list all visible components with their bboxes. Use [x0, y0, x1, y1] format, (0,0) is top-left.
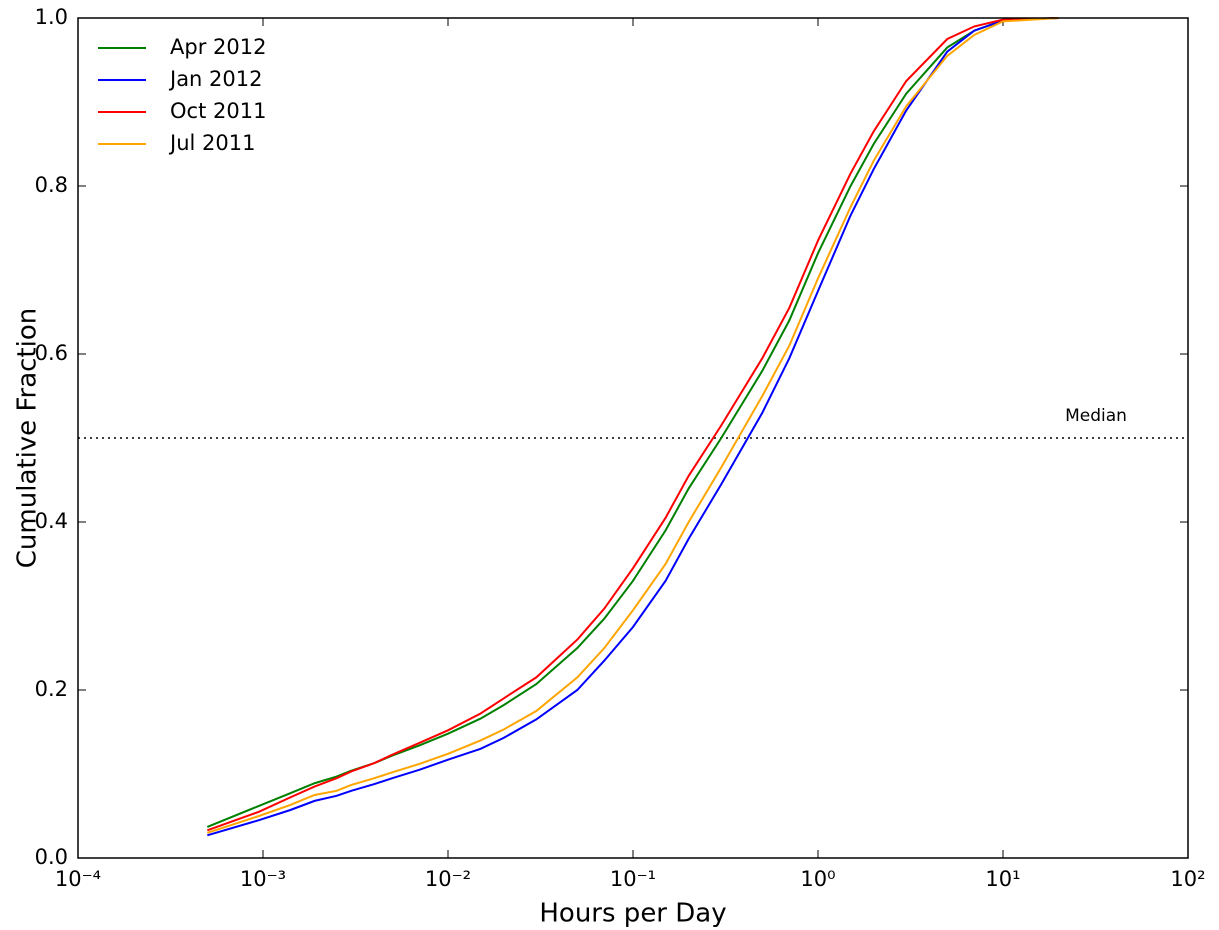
median-label: Median — [1065, 406, 1127, 426]
x-tick-label: 10⁻⁴ — [55, 867, 101, 891]
y-tick-label: 0.6 — [35, 341, 68, 365]
legend-label: Apr 2012 — [170, 35, 266, 59]
y-tick-label: 0.8 — [35, 173, 68, 197]
y-tick-label: 0.0 — [35, 845, 68, 869]
series-line — [207, 17, 1059, 834]
legend-label: Jul 2011 — [168, 131, 255, 155]
x-tick-label: 10⁻³ — [240, 867, 286, 891]
series-line — [207, 17, 1059, 837]
x-tick-label: 10⁻¹ — [610, 867, 656, 891]
y-tick-label: 0.4 — [35, 509, 68, 533]
x-tick-label: 10⁰ — [800, 867, 835, 891]
x-tick-label: 10¹ — [985, 867, 1020, 891]
x-tick-label: 10⁻² — [425, 867, 471, 891]
legend-label: Oct 2011 — [170, 99, 266, 123]
series-line — [206, 17, 1059, 832]
legend-label: Jan 2012 — [168, 67, 263, 91]
x-axis-label: Hours per Day — [539, 899, 726, 929]
y-axis-label: Cumulative Fraction — [13, 308, 43, 568]
x-tick-label: 10² — [1170, 867, 1205, 891]
series-line — [206, 17, 1059, 828]
plot-frame — [77, 17, 1189, 859]
y-tick-label: 0.2 — [35, 677, 68, 701]
y-tick-label: 1.0 — [35, 5, 68, 29]
